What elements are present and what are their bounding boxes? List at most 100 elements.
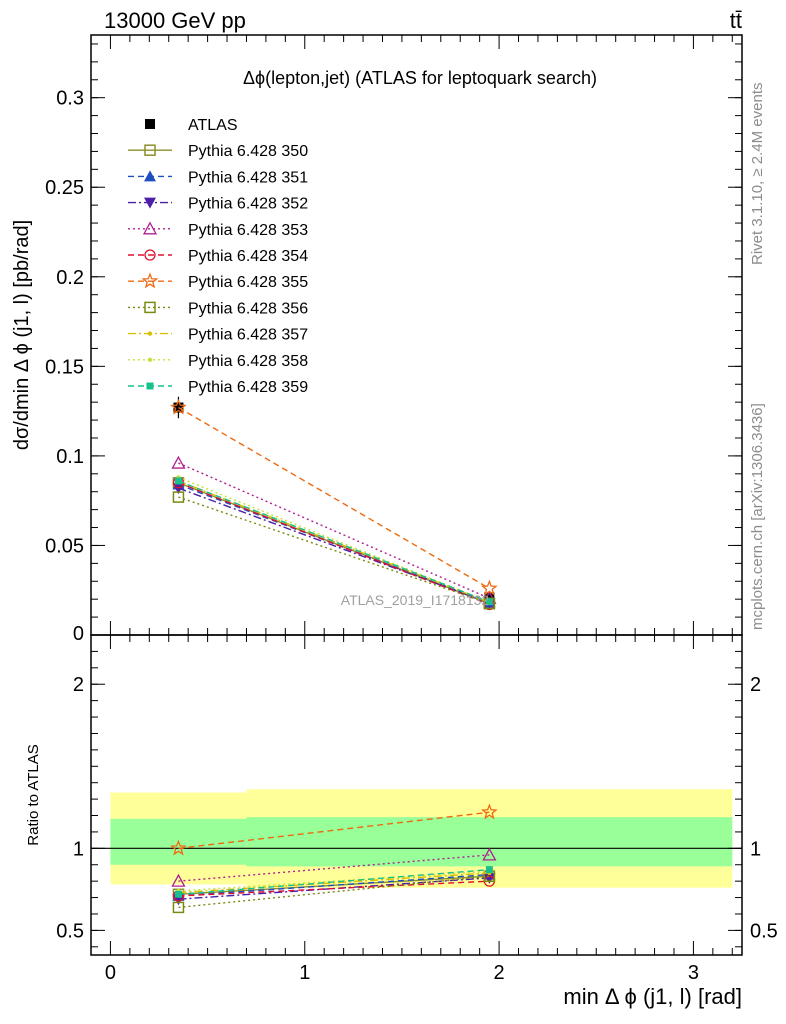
ratio-point bbox=[170, 839, 187, 856]
series-6 bbox=[170, 398, 498, 596]
y-tick-label: 0.15 bbox=[45, 356, 84, 378]
main-title: Δϕ(lepton,jet) (ATLAS for leptoquark sea… bbox=[243, 68, 597, 88]
legend-marker bbox=[144, 144, 156, 156]
ratio-point bbox=[481, 803, 498, 820]
series-4 bbox=[171, 455, 497, 604]
legend-marker bbox=[146, 382, 154, 390]
series-line bbox=[178, 476, 490, 603]
legend-label: Pythia 6.428 350 bbox=[188, 143, 308, 160]
legend-marker bbox=[144, 249, 156, 261]
x-axis-label: min Δ ϕ (j1, l) [rad] bbox=[563, 984, 742, 1009]
y-tick-label-right: 1 bbox=[750, 838, 761, 860]
main-panel: Δϕ(lepton,jet) (ATLAS for leptoquark sea… bbox=[11, 34, 743, 645]
legend-marker bbox=[144, 170, 156, 182]
data-point bbox=[481, 579, 498, 596]
x-tick-label: 0 bbox=[105, 962, 116, 984]
y-tick-label-zero: 0 bbox=[73, 623, 84, 645]
uncertainty-band-green bbox=[246, 817, 733, 867]
mcplots-label: mcplots.cern.ch [arXiv:1306.3436] bbox=[749, 403, 766, 630]
legend-marker bbox=[147, 357, 153, 362]
ratio-line bbox=[178, 854, 490, 882]
ratio-point bbox=[171, 873, 186, 887]
ratio-point bbox=[482, 847, 497, 861]
y-tick-label: 0.5 bbox=[56, 920, 84, 942]
series-line bbox=[178, 462, 490, 599]
legend-marker bbox=[141, 272, 159, 289]
data-point bbox=[172, 491, 185, 503]
legend-marker bbox=[144, 301, 156, 314]
series-line bbox=[178, 487, 490, 604]
legend-marker bbox=[145, 119, 155, 129]
ratio-series-5 bbox=[170, 803, 498, 856]
data-point bbox=[170, 398, 187, 415]
legend-label: ATLAS bbox=[188, 117, 238, 134]
data-point bbox=[174, 477, 182, 485]
watermark: ATLAS_2019_I1718132 bbox=[341, 592, 490, 608]
series-line bbox=[178, 496, 490, 605]
series-line bbox=[178, 483, 490, 604]
legend-entry: ATLAS bbox=[145, 117, 238, 134]
y-tick-label-right: 2 bbox=[750, 674, 761, 696]
y-tick-label: 2 bbox=[73, 674, 84, 696]
process-label: tt̄ bbox=[730, 8, 742, 33]
series-line bbox=[178, 480, 490, 603]
y-tick-label: 0.05 bbox=[45, 535, 84, 557]
legend-entry: Pythia 6.428 356 bbox=[128, 300, 308, 317]
ratio-line bbox=[178, 873, 490, 897]
ratio-series-9 bbox=[174, 866, 493, 898]
main-ylabel: dσ/dmin Δ ϕ (j1, l) [pb/rad] bbox=[11, 220, 33, 450]
legend-label: Pythia 6.428 356 bbox=[188, 300, 308, 317]
legend-label: Pythia 6.428 352 bbox=[188, 196, 308, 213]
ratio-line bbox=[178, 880, 490, 897]
ratio-frame bbox=[90, 634, 743, 956]
ratio-line bbox=[178, 811, 490, 850]
ratio-panel: 0.5 0.5 1 1 2 2 0 1 2 3 Ratio to ATLAS min Δ ϕ (j… bbox=[25, 634, 778, 1009]
y-tick-label: 1 bbox=[73, 838, 84, 860]
ratio-point bbox=[483, 872, 496, 884]
energy-label: 13000 GeV pp bbox=[104, 8, 246, 33]
x-tick-label: 3 bbox=[688, 962, 699, 984]
data-point bbox=[172, 483, 185, 495]
series-3 bbox=[172, 483, 496, 610]
rivet-label: Rivet 3.1.10, ≥ 2.4M events bbox=[749, 83, 766, 266]
legend-entry: Pythia 6.428 355 bbox=[128, 272, 308, 291]
data-point bbox=[171, 455, 186, 469]
y-tick-label: 0.25 bbox=[45, 177, 84, 199]
y-tick-label-right: 0.5 bbox=[750, 920, 778, 942]
legend-marker bbox=[147, 331, 153, 336]
legend-label: Pythia 6.428 357 bbox=[188, 327, 308, 344]
y-tick-label: 0.3 bbox=[56, 88, 84, 110]
ratio-point bbox=[485, 866, 493, 874]
legend-entry: Pythia 6.428 352 bbox=[128, 196, 308, 213]
legend-entry: Pythia 6.428 359 bbox=[128, 379, 308, 396]
series-10 bbox=[174, 477, 493, 606]
legend: ATLAS Pythia 6.428 350 Pythia 6.428 351 Pyt… bbox=[128, 117, 308, 396]
legend-entry: Pythia 6.428 351 bbox=[128, 169, 308, 186]
ratio-point bbox=[174, 890, 182, 898]
ratio-line bbox=[178, 868, 490, 895]
ratio-line bbox=[178, 870, 490, 892]
legend-entry: Pythia 6.428 350 bbox=[128, 143, 308, 160]
legend-label: Pythia 6.428 355 bbox=[188, 274, 308, 291]
legend-label: Pythia 6.428 359 bbox=[188, 379, 308, 396]
legend-label: Pythia 6.428 354 bbox=[188, 248, 308, 265]
legend-entry: Pythia 6.428 357 bbox=[128, 327, 308, 344]
series-1 bbox=[172, 477, 496, 610]
series-line bbox=[178, 406, 490, 590]
legend-label: Pythia 6.428 353 bbox=[188, 222, 308, 239]
data-point bbox=[485, 598, 493, 606]
x-tick-label: 1 bbox=[299, 962, 310, 984]
legend-label: Pythia 6.428 358 bbox=[188, 353, 308, 370]
ratio-line bbox=[178, 875, 490, 909]
legend-entry: Pythia 6.428 354 bbox=[128, 248, 308, 265]
legend-entry: Pythia 6.428 358 bbox=[128, 353, 308, 370]
series-line bbox=[178, 482, 490, 606]
legend-marker bbox=[144, 197, 156, 209]
y-tick-label: 0.2 bbox=[56, 267, 84, 289]
ratio-ylabel: Ratio to ATLAS bbox=[25, 744, 42, 845]
x-tick-label: 2 bbox=[494, 962, 505, 984]
ratio-line bbox=[178, 872, 490, 894]
ratio-series-3 bbox=[171, 847, 497, 887]
y-tick-label: 0.1 bbox=[56, 446, 84, 468]
